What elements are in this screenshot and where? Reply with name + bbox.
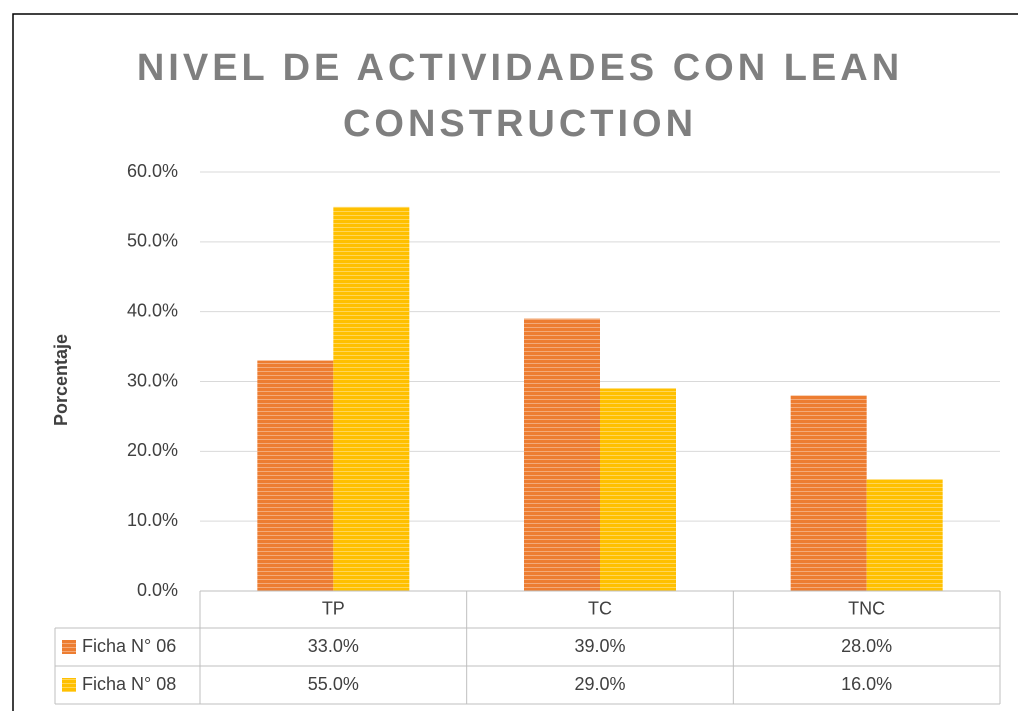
legend-swatch xyxy=(62,678,76,692)
bar xyxy=(333,206,410,591)
table-value: 29.0% xyxy=(574,674,625,694)
y-tick-label: 30.0% xyxy=(127,370,178,390)
bar xyxy=(790,395,867,591)
table-value: 28.0% xyxy=(841,636,892,656)
chart-title: NIVEL DE ACTIVIDADES CON LEAN CONSTRUCTI… xyxy=(136,47,904,145)
y-tick-label: 0.0% xyxy=(137,580,178,600)
legend-label: Ficha N° 08 xyxy=(82,674,176,694)
bar xyxy=(600,388,676,591)
x-tick-label: TC xyxy=(588,598,612,618)
table-value: 16.0% xyxy=(841,674,892,694)
y-tick-label: 10.0% xyxy=(127,510,178,530)
table-value: 39.0% xyxy=(574,636,625,656)
bar xyxy=(257,360,334,591)
table-value: 33.0% xyxy=(308,636,359,656)
table-value: 55.0% xyxy=(308,674,359,694)
x-tick-label: TNC xyxy=(848,598,885,618)
bar xyxy=(524,318,600,591)
bar xyxy=(866,479,943,591)
legend-label: Ficha N° 06 xyxy=(82,636,176,656)
x-tick-label: TP xyxy=(322,598,345,618)
y-tick-label: 20.0% xyxy=(127,440,178,460)
y-tick-label: 40.0% xyxy=(127,300,178,320)
y-tick-label: 60.0% xyxy=(127,161,178,181)
y-tick-label: 50.0% xyxy=(127,231,178,251)
frame xyxy=(12,13,1018,711)
y-axis-label: Porcentaje xyxy=(51,334,71,426)
legend-swatch xyxy=(62,640,76,654)
